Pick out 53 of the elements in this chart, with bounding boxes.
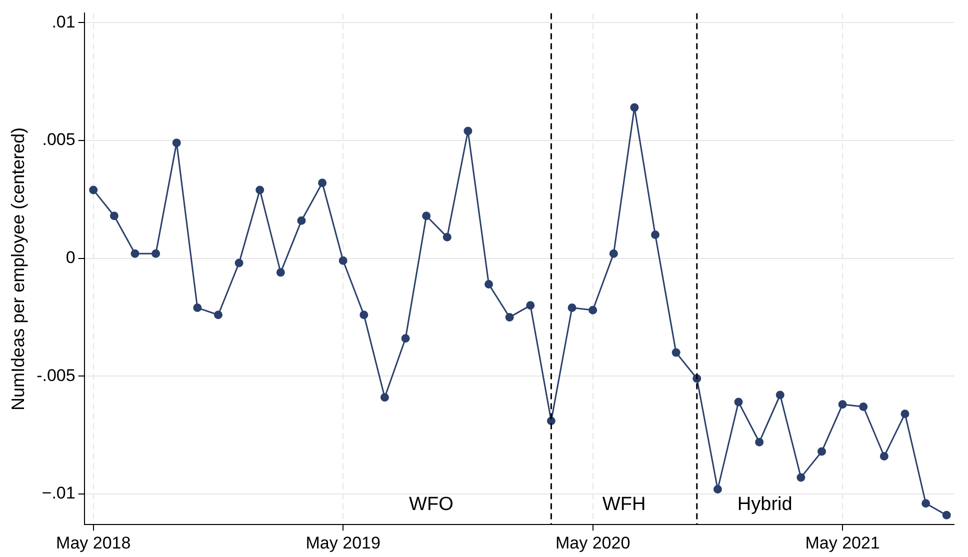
point (796, 473, 806, 482)
y-tick-label: -.005 (36, 366, 76, 385)
x-tick-label: May 2018 (56, 533, 131, 552)
point (651, 230, 660, 239)
y-tick-label: .005 (42, 130, 76, 150)
y-tick-label: 0 (66, 248, 76, 267)
point (214, 310, 222, 320)
x-tick-label: May 2019 (306, 533, 380, 552)
point (89, 186, 98, 194)
point (338, 256, 348, 265)
point (152, 249, 160, 258)
point (442, 232, 452, 242)
point (818, 447, 826, 456)
point (568, 304, 576, 312)
point (713, 485, 722, 494)
point (318, 178, 327, 188)
point (297, 216, 306, 225)
point (609, 249, 618, 258)
point (900, 410, 910, 418)
point (422, 212, 431, 220)
y-axis-title: NumIdeas per employee (centered) (8, 127, 28, 410)
point (526, 301, 535, 310)
point (130, 249, 140, 258)
point (380, 393, 389, 402)
point (755, 438, 764, 446)
point (256, 186, 264, 194)
point (505, 312, 514, 322)
point (734, 398, 743, 406)
y-tick-label: −.01 (42, 484, 76, 503)
x-tick-label: May 2021 (805, 533, 880, 552)
x-tick-label: May 2020 (555, 533, 630, 552)
point (484, 280, 494, 288)
point (193, 304, 202, 312)
point (401, 334, 410, 343)
point (172, 138, 181, 148)
annotation: Hybrid (737, 494, 792, 515)
point (110, 212, 118, 220)
point (776, 390, 784, 400)
point (234, 258, 244, 268)
point (672, 348, 680, 357)
point (859, 402, 868, 412)
point (838, 400, 847, 409)
point (880, 452, 888, 461)
point (588, 306, 598, 314)
point (464, 126, 472, 136)
point (922, 499, 930, 508)
point (360, 310, 368, 320)
point (630, 103, 639, 112)
point (942, 510, 951, 520)
point (276, 268, 285, 277)
y-tick-label: .01 (52, 12, 76, 32)
annotation: WFH (602, 494, 646, 515)
annotation: WFO (409, 494, 454, 515)
